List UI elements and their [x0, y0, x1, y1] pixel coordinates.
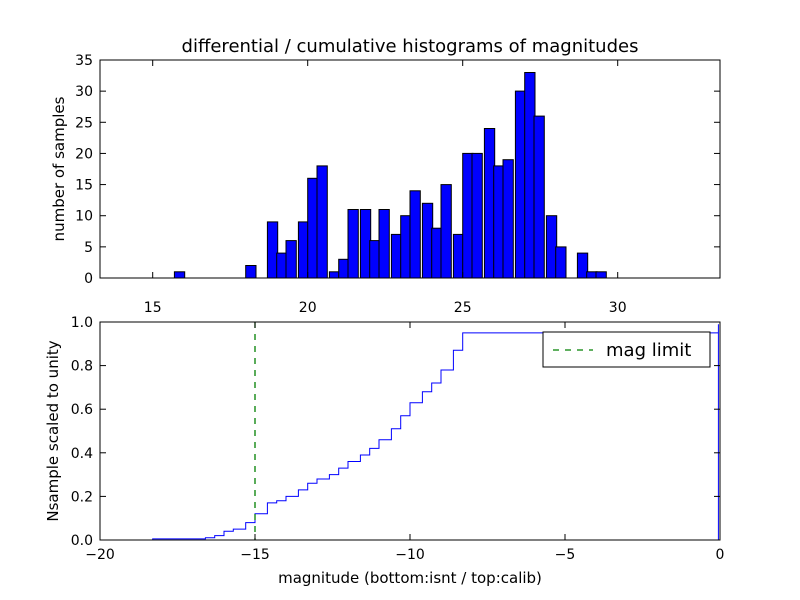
histogram-bar [369, 240, 381, 279]
histogram-bar [328, 271, 341, 279]
histogram-bar [338, 258, 350, 279]
top-axes-frame [99, 59, 721, 279]
cumulative-histogram-panel: −20 −15 −10 −5 0 0.0 0.2 0.4 0.6 0.8 1.0 magnitud… [44, 315, 724, 587]
cumulative-line [100, 322, 721, 541]
top-y-tick-label: 25 [75, 115, 93, 131]
histogram-bar [576, 252, 589, 279]
histogram-bar [595, 271, 607, 279]
histogram-bar [431, 227, 443, 279]
histogram-bars [173, 72, 607, 279]
histogram-bar [266, 221, 279, 279]
bottom-y-tick-label: 0.4 [71, 446, 93, 462]
histogram-bar [297, 221, 310, 279]
histogram-bar [514, 90, 527, 279]
histogram-bar [400, 215, 412, 279]
differential-histogram-panel: 15 20 25 30 0 5 10 15 20 25 30 35 number of sample… [50, 53, 721, 316]
bottom-x-axis-label: magnitude (bottom:isnt / top:calib) [278, 569, 542, 587]
top-x-tick-label: 20 [299, 300, 317, 316]
histogram-bar [493, 165, 505, 279]
histogram-bar [245, 265, 257, 279]
bottom-y-tick-label: 1.0 [71, 315, 93, 331]
bottom-x-tick-label: −5 [555, 547, 576, 563]
histogram-bar [421, 202, 434, 279]
top-x-tick-label: 25 [454, 300, 472, 316]
top-y-tick-label: 15 [75, 178, 93, 194]
top-y-tick-label: 20 [75, 146, 93, 162]
top-y-tick-label: 0 [84, 271, 93, 287]
chart-title: differential / cumulative histograms of … [182, 36, 639, 57]
histogram-bar [378, 209, 390, 279]
top-y-tick-label: 10 [75, 209, 93, 225]
histogram-bar [440, 184, 452, 279]
histogram-bar [316, 165, 328, 279]
bottom-x-tick-label: −20 [85, 547, 115, 563]
histogram-bar [390, 233, 403, 279]
histogram-bar [409, 190, 421, 279]
top-x-ticks: 15 20 25 30 [144, 60, 627, 316]
histogram-bar [276, 252, 288, 279]
bottom-y-tick-label: 0.0 [71, 533, 93, 549]
bottom-y-axis-label: Nsample scaled to unity [44, 340, 62, 521]
top-x-tick-label: 30 [609, 300, 627, 316]
histogram-bar [502, 159, 514, 279]
histogram-bar [586, 271, 598, 279]
bottom-x-tick-label: −15 [240, 547, 270, 563]
histogram-bar [483, 128, 496, 279]
legend-label: mag limit [606, 340, 691, 361]
histogram-bar [533, 115, 545, 279]
top-y-tick-label: 35 [75, 53, 93, 69]
bottom-y-tick-label: 0.8 [71, 359, 93, 375]
legend: mag limit [542, 331, 711, 368]
histogram-bar [555, 246, 567, 279]
bottom-y-ticks: 0.0 0.2 0.4 0.6 0.8 1.0 [71, 315, 720, 549]
histogram-bar [285, 240, 297, 279]
bottom-x-ticks: −20 −15 −10 −5 0 [85, 322, 724, 563]
histogram-bar [347, 209, 359, 279]
top-y-axis-label: number of samples [50, 96, 68, 241]
histogram-bar [307, 177, 319, 279]
histogram-bar [524, 72, 536, 279]
top-y-ticks: 0 5 10 15 20 25 30 35 [75, 53, 720, 287]
histogram-bar [545, 215, 558, 279]
histogram-bar [173, 271, 186, 279]
bottom-x-tick-label: 0 [716, 547, 725, 563]
histogram-bar [462, 152, 474, 279]
top-x-tick-label: 15 [144, 300, 162, 316]
histogram-bar [359, 209, 372, 279]
top-y-tick-label: 30 [75, 84, 93, 100]
bottom-x-tick-label: −10 [395, 547, 425, 563]
bottom-y-tick-label: 0.2 [71, 489, 93, 505]
histogram-bar [471, 152, 483, 279]
top-y-tick-label: 5 [84, 240, 93, 256]
bottom-y-tick-label: 0.6 [71, 402, 93, 418]
histogram-bar [452, 233, 465, 279]
